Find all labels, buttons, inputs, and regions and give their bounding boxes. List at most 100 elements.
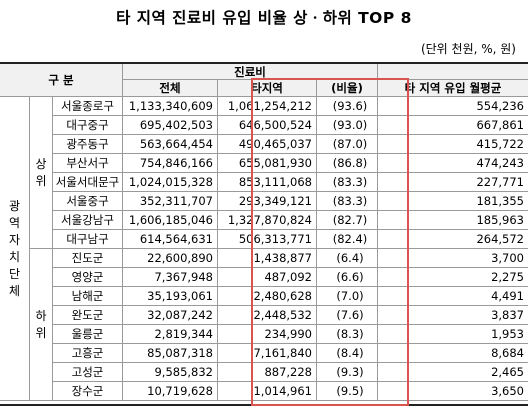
district-name: 대구남구: [53, 230, 123, 249]
inflow-ratio: (8.3): [317, 325, 378, 344]
group-label-char: 자: [8, 232, 21, 247]
ratio-header: (비율): [317, 80, 378, 97]
inflow-ratio: (6.4): [317, 249, 378, 268]
monthly-average: 667,861: [378, 116, 528, 135]
total-expense: 1,024,015,328: [123, 173, 218, 192]
total-expense: 22,600,890: [123, 249, 218, 268]
monthly-average: 8,684: [378, 344, 528, 363]
district-name: 서울강남구: [53, 211, 123, 230]
monthly-average: 185,963: [378, 211, 528, 230]
group-label-char: 체: [8, 283, 21, 298]
inflow-ratio: (82.4): [317, 230, 378, 249]
inflow-ratio: (93.0): [317, 116, 378, 135]
other-region-expense: 1,014,961: [218, 382, 317, 401]
total-expense: 10,719,628: [123, 382, 218, 401]
other-region-expense: 646,500,524: [218, 116, 317, 135]
other-region-expense: 1,327,870,824: [218, 211, 317, 230]
group-label-metropolitan: 광 역 자 치 단 체: [0, 97, 30, 401]
total-expense: 695,402,503: [123, 116, 218, 135]
district-name: 광주동구: [53, 135, 123, 154]
monthly-average: 554,236: [378, 97, 528, 116]
district-name: 고성군: [53, 363, 123, 382]
expense-header: 진료비: [123, 64, 378, 80]
lower-group-label: 하 위: [30, 249, 53, 401]
lower-label-char: 위: [35, 325, 47, 340]
district-name: 영양군: [53, 268, 123, 287]
other-region-header: 타지역: [218, 80, 317, 97]
total-expense: 563,664,454: [123, 135, 218, 154]
inflow-ratio: (83.3): [317, 192, 378, 211]
other-region-expense: 7,161,840: [218, 344, 317, 363]
monthly-average: 3,650: [378, 382, 528, 401]
lower-label-char: 하: [35, 308, 47, 323]
district-name: 완도군: [53, 306, 123, 325]
monthly-header: 타 지역 유입 월평균: [378, 80, 528, 97]
district-name: 서울종로구: [53, 97, 123, 116]
total-expense: 614,564,631: [123, 230, 218, 249]
total-expense: 2,819,344: [123, 325, 218, 344]
monthly-average: 2,465: [378, 363, 528, 382]
district-name: 남해군: [53, 287, 123, 306]
other-region-expense: 887,228: [218, 363, 317, 382]
monthly-average: 264,572: [378, 230, 528, 249]
monthly-average: 3,700: [378, 249, 528, 268]
inflow-ratio: (8.4): [317, 344, 378, 363]
total-expense: 352,311,707: [123, 192, 218, 211]
total-header: 전체: [123, 80, 218, 97]
total-expense: 35,193,061: [123, 287, 218, 306]
total-expense: 85,087,318: [123, 344, 218, 363]
total-expense: 1,133,340,609: [123, 97, 218, 116]
monthly-average: 415,722: [378, 135, 528, 154]
data-table: 구 분 진료비 전체 타지역 (비율) 타 지역 유입 월평균 광 역 자 치 …: [0, 62, 528, 406]
other-region-expense: 490,465,037: [218, 135, 317, 154]
inflow-ratio: (86.8): [317, 154, 378, 173]
other-region-expense: 2,480,628: [218, 287, 317, 306]
other-region-expense: 293,349,121: [218, 192, 317, 211]
district-name: 서울중구: [53, 192, 123, 211]
other-region-expense: 234,990: [218, 325, 317, 344]
inflow-ratio: (87.0): [317, 135, 378, 154]
unit-note: (단위 천원, %, 원): [420, 42, 516, 56]
monthly-average: 2,275: [378, 268, 528, 287]
monthly-average: 4,491: [378, 287, 528, 306]
other-region-expense: 506,313,771: [218, 230, 317, 249]
total-expense: 754,846,166: [123, 154, 218, 173]
inflow-ratio: (6.6): [317, 268, 378, 287]
district-name: 고흥군: [53, 344, 123, 363]
other-region-expense: 853,111,068: [218, 173, 317, 192]
district-name: 진도군: [53, 249, 123, 268]
other-region-expense: 1,438,877: [218, 249, 317, 268]
total-expense: 7,367,948: [123, 268, 218, 287]
inflow-ratio: (7.6): [317, 306, 378, 325]
monthly-average: 474,243: [378, 154, 528, 173]
monthly-average: 181,355: [378, 192, 528, 211]
inflow-ratio: (93.6): [317, 97, 378, 116]
total-expense: 9,585,832: [123, 363, 218, 382]
monthly-average: 1,953: [378, 325, 528, 344]
upper-label-char: 상: [35, 156, 47, 171]
inflow-ratio: (9.5): [317, 382, 378, 401]
upper-label-char: 위: [35, 173, 47, 188]
inflow-ratio: (7.0): [317, 287, 378, 306]
other-region-expense: 487,092: [218, 268, 317, 287]
group-label-char: 치: [8, 249, 21, 264]
table-title: 타 지역 진료비 유입 비율 상ㆍ하위 TOP 8: [116, 9, 412, 27]
other-region-expense: 2,448,532: [218, 306, 317, 325]
category-header: 구 분: [0, 64, 123, 97]
district-name: 부산서구: [53, 154, 123, 173]
inflow-ratio: (83.3): [317, 173, 378, 192]
group-label-char: 단: [8, 266, 21, 281]
header-blank: [378, 64, 528, 80]
district-name: 서울서대문구: [53, 173, 123, 192]
district-name: 장수군: [53, 382, 123, 401]
upper-group-label: 상 위: [30, 97, 53, 249]
group-label-char: 광: [8, 198, 21, 213]
other-region-expense: 655,081,930: [218, 154, 317, 173]
monthly-average: 227,771: [378, 173, 528, 192]
inflow-ratio: (9.3): [317, 363, 378, 382]
other-region-expense: 1,061,254,212: [218, 97, 317, 116]
group-label-char: 역: [8, 215, 21, 230]
district-name: 대구중구: [53, 116, 123, 135]
total-expense: 1,606,185,046: [123, 211, 218, 230]
total-expense: 32,087,242: [123, 306, 218, 325]
